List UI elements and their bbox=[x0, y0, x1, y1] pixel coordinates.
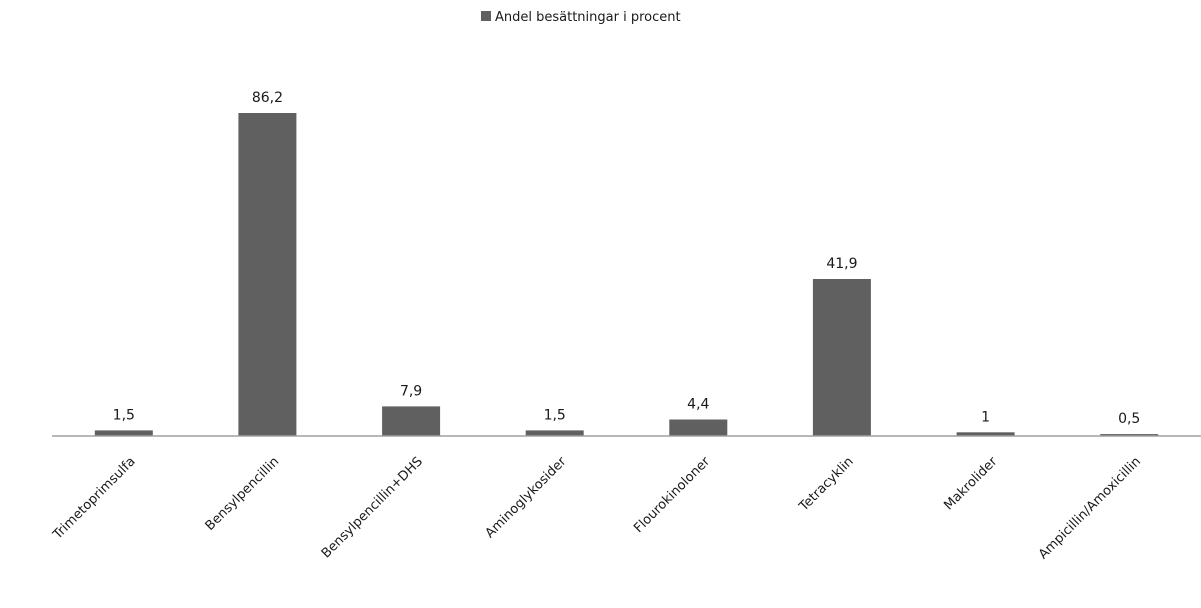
category-label-1: Bensylpencillin bbox=[203, 454, 283, 534]
legend-swatch bbox=[481, 11, 491, 21]
bar-2 bbox=[382, 406, 440, 436]
data-label-1: 86,2 bbox=[252, 90, 283, 106]
data-label-3: 1,5 bbox=[544, 407, 566, 423]
category-label-6: Makrolider bbox=[941, 454, 1001, 514]
category-label-5: Tetracyklin bbox=[796, 454, 857, 515]
data-label-4: 4,4 bbox=[687, 397, 709, 413]
category-label-0: Trimetoprimsulfa bbox=[50, 454, 139, 543]
category-label-3: Aminoglykosider bbox=[483, 454, 570, 541]
bar-4 bbox=[669, 420, 727, 437]
bar-1 bbox=[238, 113, 296, 436]
data-label-0: 1,5 bbox=[113, 407, 135, 423]
legend-label: Andel besättningar i procent bbox=[495, 10, 681, 25]
data-label-5: 41,9 bbox=[826, 256, 857, 272]
category-label-4: Flourokinoloner bbox=[631, 454, 713, 536]
bars bbox=[95, 113, 1158, 436]
data-label-6: 1 bbox=[981, 409, 990, 425]
legend: Andel besättningar i procent bbox=[481, 10, 681, 25]
data-label-2: 7,9 bbox=[400, 383, 422, 399]
bar-3 bbox=[526, 430, 584, 436]
category-labels: Trimetoprimsulfa Bensylpencillin Bensylpen… bbox=[50, 454, 1144, 563]
bar-0 bbox=[95, 430, 153, 436]
data-label-7: 0,5 bbox=[1118, 411, 1140, 427]
bar-5 bbox=[813, 279, 871, 436]
category-label-2: Bensylpencillin+DHS bbox=[319, 454, 426, 561]
category-label-7: Ampicillin/Amoxicillin bbox=[1036, 454, 1144, 562]
